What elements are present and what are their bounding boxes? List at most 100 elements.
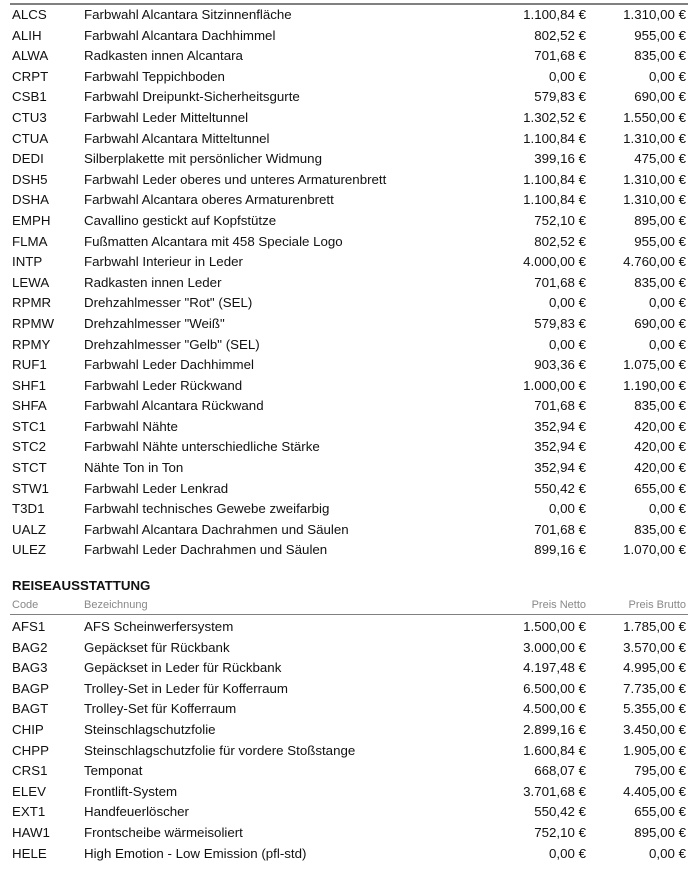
option-code: AFS1 — [12, 619, 46, 634]
table-row: CSB1 Farbwahl Dreipunkt-Sicherheitsgurte 5… — [0, 87, 697, 108]
price-gross: 1.550,00 € — [623, 109, 686, 125]
option-description: Steinschlagschutzfolie für vordere Stoßs… — [84, 742, 356, 758]
table-row: CTU3 Farbwahl Leder Mitteltunnel 1.302,52 … — [0, 108, 697, 129]
price-net: 3.000,00 € — [523, 639, 586, 655]
option-code: EMPH — [12, 212, 51, 228]
option-code: BAGP — [12, 680, 49, 696]
price-gross: 835,00 € — [634, 48, 686, 64]
option-code: RPMY — [12, 336, 51, 352]
option-description: Farbwahl Leder Rückwand — [84, 377, 243, 393]
price-net: 701,68 € — [534, 48, 586, 64]
price-net: 6.500,00 € — [523, 680, 586, 696]
price-gross: 4.760,00 € — [623, 254, 686, 270]
option-code: DEDI — [12, 151, 44, 167]
header-divider — [10, 614, 688, 615]
price-net: 579,83 € — [534, 315, 586, 331]
option-description: Farbwahl Alcantara Mitteltunnel — [84, 130, 270, 146]
option-code: ALIH — [12, 27, 42, 43]
option-code: DSHA — [12, 192, 49, 208]
table-row: STCT Nähte Ton in Ton 352,94 € 420,00 € — [0, 458, 697, 479]
price-gross: 655,00 € — [634, 804, 686, 820]
price-gross: 655,00 € — [634, 480, 686, 496]
header-price-gross: Preis Brutto — [628, 599, 686, 611]
table-row: STC2 Farbwahl Nähte unterschiedliche Stär… — [0, 437, 697, 458]
price-gross: 1.310,00 € — [623, 130, 686, 146]
price-gross: 1.310,00 € — [623, 192, 686, 208]
price-gross: 1.785,00 € — [623, 619, 686, 634]
table-row: DEDI Silberplakette mit persönlicher Widm… — [0, 149, 697, 170]
option-description: Handfeuerlöscher — [84, 804, 189, 820]
option-description: Farbwahl Alcantara Dachhimmel — [84, 27, 276, 43]
price-gross: 5.355,00 € — [623, 701, 686, 717]
table-row: T3D1 Farbwahl technisches Gewebe zweifarb… — [0, 499, 697, 520]
header-code: Code — [12, 599, 39, 611]
price-net: 903,36 € — [534, 357, 586, 373]
price-net: 668,07 € — [534, 763, 586, 779]
price-gross: 420,00 € — [634, 460, 686, 476]
option-code: RPMR — [12, 295, 52, 311]
option-code: T3D1 — [12, 501, 45, 517]
table-row: CHPP Steinschlagschutzfolie für vordere S… — [0, 741, 697, 762]
option-description: Farbwahl technisches Gewebe zweifarbig — [84, 501, 330, 517]
header-price-net: Preis Netto — [531, 599, 586, 611]
option-code: CRPT — [12, 68, 49, 84]
option-description: Farbwahl Alcantara oberes Armaturenbrett — [84, 192, 334, 208]
header-description: Bezeichnung — [84, 599, 148, 611]
option-description: Farbwahl Alcantara Rückwand — [84, 398, 264, 414]
option-description: Fußmatten Alcantara mit 458 Speciale Log… — [84, 233, 343, 249]
option-description: Cavallino gestickt auf Kopfstütze — [84, 212, 277, 228]
price-net: 550,42 € — [534, 804, 586, 820]
table-row: ALCS Farbwahl Alcantara Sitzinnenfläche 1.… — [0, 5, 697, 26]
option-description: Farbwahl Leder Dachrahmen und Säulen — [84, 542, 328, 558]
option-code: BAGT — [12, 701, 49, 717]
price-gross: 420,00 € — [634, 439, 686, 455]
table-row: RPMW Drehzahlmesser "Weiß" 579,83 € 690,00 … — [0, 314, 697, 335]
option-description: Steinschlagschutzfolie — [84, 721, 216, 737]
price-gross: 690,00 € — [634, 315, 686, 331]
option-description: Gepäckset für Rückbank — [84, 639, 230, 655]
table-row: DSHA Farbwahl Alcantara oberes Armaturenb… — [0, 190, 697, 211]
options-table-interior: ALCS Farbwahl Alcantara Sitzinnenfläche 1.… — [0, 5, 697, 561]
table-row: SHFA Farbwahl Alcantara Rückwand 701,68 € 8… — [0, 396, 697, 417]
price-gross: 895,00 € — [634, 212, 686, 228]
option-description: Farbwahl Leder Mitteltunnel — [84, 109, 249, 125]
price-gross: 835,00 € — [634, 521, 686, 537]
price-net: 1.000,00 € — [523, 377, 586, 393]
price-gross: 475,00 € — [634, 151, 686, 167]
option-description: Trolley-Set in Leder für Kofferraum — [84, 680, 288, 696]
option-code: FLMA — [12, 233, 48, 249]
price-net: 579,83 € — [534, 89, 586, 105]
price-net: 752,10 € — [534, 212, 586, 228]
price-gross: 0,00 € — [649, 501, 686, 517]
option-code: BAG2 — [12, 639, 48, 655]
price-net: 899,16 € — [534, 542, 586, 558]
option-code: RUF1 — [12, 357, 47, 373]
price-net: 701,68 € — [534, 274, 586, 290]
option-code: CHPP — [12, 742, 49, 758]
price-net: 701,68 € — [534, 521, 586, 537]
price-net: 352,94 € — [534, 439, 586, 455]
option-description: Drehzahlmesser "Weiß" — [84, 315, 225, 331]
price-gross: 4.995,00 € — [623, 660, 686, 676]
table-row: CRS1 Temponat 668,07 € 795,00 € — [0, 761, 697, 782]
price-gross: 3.570,00 € — [623, 639, 686, 655]
price-net: 802,52 € — [534, 233, 586, 249]
table-header: Code Bezeichnung Preis Netto Preis Brutt… — [0, 597, 697, 613]
option-description: Farbwahl Teppichboden — [84, 68, 225, 84]
option-code: DSH5 — [12, 171, 48, 187]
price-net: 3.701,68 € — [523, 783, 586, 799]
table-row: CTUA Farbwahl Alcantara Mitteltunnel 1.100… — [0, 129, 697, 150]
price-gross: 1.310,00 € — [623, 171, 686, 187]
table-row: RUF1 Farbwahl Leder Dachhimmel 903,36 € 1.0… — [0, 355, 697, 376]
table-row: BAGT Trolley-Set für Kofferraum 4.500,00 €… — [0, 699, 697, 720]
price-net: 352,94 € — [534, 460, 586, 476]
option-description: Temponat — [84, 763, 143, 779]
price-gross: 1.310,00 € — [623, 7, 686, 22]
price-net: 1.100,84 € — [523, 7, 586, 22]
option-code: HELE — [12, 845, 47, 861]
price-net: 4.197,48 € — [523, 660, 586, 676]
option-code: STC2 — [12, 439, 46, 455]
price-net: 1.100,84 € — [523, 171, 586, 187]
option-description: Farbwahl Alcantara Dachrahmen und Säulen — [84, 521, 349, 537]
option-description: Farbwahl Leder Lenkrad — [84, 480, 229, 496]
